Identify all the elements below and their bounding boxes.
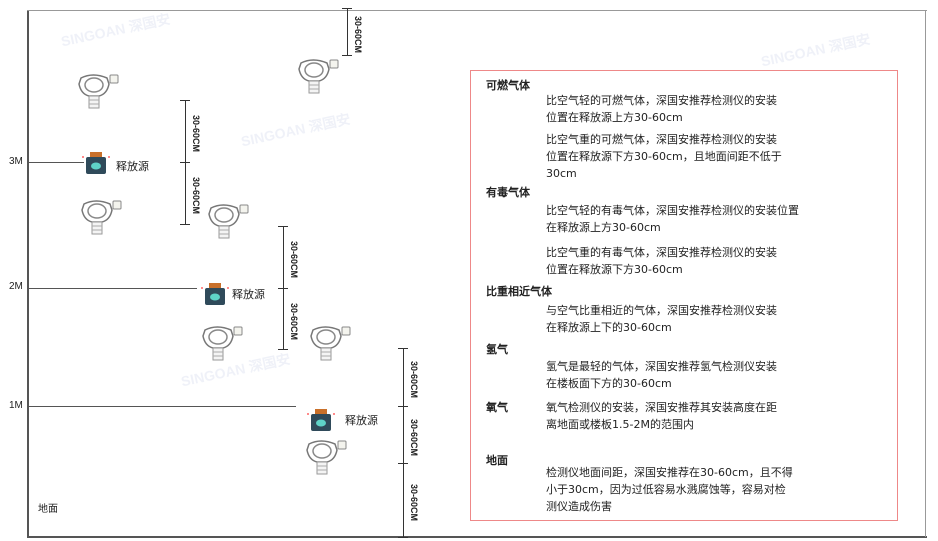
- level-3m: 3M: [9, 156, 23, 167]
- dimension-tick: [342, 55, 352, 56]
- release-source-icon: [200, 282, 230, 306]
- notes-box: 可燃气体比空气轻的可燃气体，深国安推荐检测仪的安装 位置在释放源上方30-60c…: [470, 70, 898, 521]
- dimension-label: 30-60CM: [191, 177, 201, 215]
- dimension-line: [185, 162, 186, 224]
- dimension-tick: [278, 349, 288, 350]
- note-heading: 氧气: [486, 401, 508, 414]
- dimension-line: [185, 100, 186, 162]
- dimension-tick: [180, 224, 190, 225]
- ground-line: [27, 536, 927, 538]
- note-text: 比空气重的可燃气体，深国安推荐检测仪的安装 位置在释放源下方30-60cm，且地…: [546, 133, 782, 180]
- dimension-label: 30-60CM: [289, 302, 299, 340]
- level-line: [29, 162, 84, 163]
- right-wall-line: [925, 10, 926, 537]
- release-source-label: 释放源: [116, 160, 149, 173]
- dimension-tick: [180, 100, 190, 101]
- dimension-tick: [278, 288, 288, 289]
- ground-label: 地面: [38, 504, 58, 515]
- dimension-label: 30-60CM: [409, 418, 419, 456]
- gas-detector-icon: [297, 55, 341, 95]
- dimension-line: [283, 288, 284, 349]
- level-line: [29, 406, 296, 407]
- release-source-label: 释放源: [232, 288, 265, 301]
- release-source-icon: [81, 151, 111, 175]
- dimension-tick: [398, 537, 408, 538]
- dimension-tick: [278, 226, 288, 227]
- dimension-line: [403, 463, 404, 537]
- dimension-line: [283, 226, 284, 288]
- release-source-label: 释放源: [345, 414, 378, 427]
- note-heading: 可燃气体: [486, 79, 530, 92]
- dimension-label: 30-60CM: [409, 361, 419, 399]
- dimension-line: [347, 8, 348, 55]
- gas-detector-icon: [80, 196, 124, 236]
- note-text: 比空气重的有毒气体，深国安推荐检测仪的安装 位置在释放源下方30-60cm: [546, 246, 777, 276]
- note-heading: 比重相近气体: [486, 285, 552, 298]
- gas-detector-icon: [201, 322, 245, 362]
- watermark: SINGOAN 深国安: [759, 30, 872, 70]
- ceiling-line: [27, 10, 927, 11]
- dimension-tick: [398, 406, 408, 407]
- gas-detector-icon: [77, 70, 121, 110]
- level-line: [29, 288, 197, 289]
- dimension-tick: [398, 348, 408, 349]
- level-2m: 2M: [9, 281, 23, 292]
- dimension-label: 30-60CM: [353, 15, 363, 53]
- note-heading: 氢气: [486, 343, 508, 356]
- note-text: 氧气检测仪的安装，深国安推荐其安装高度在距 离地面或楼板1.5-2M的范围内: [546, 401, 777, 431]
- note-text: 比空气轻的可燃气体，深国安推荐检测仪的安装 位置在释放源上方30-60cm: [546, 94, 777, 124]
- dimension-tick: [398, 463, 408, 464]
- watermark: SINGOAN 深国安: [239, 110, 352, 150]
- note-text: 与空气比重相近的气体，深国安推荐检测仪安装 在释放源上下的30-60cm: [546, 304, 777, 334]
- dimension-line: [403, 348, 404, 406]
- note-heading: 有毒气体: [486, 186, 530, 199]
- note-text: 比空气轻的有毒气体，深国安推荐检测仪的安装位置 在释放源上方30-60cm: [546, 204, 799, 234]
- wall-line: [27, 10, 29, 538]
- watermark: SINGOAN 深国安: [59, 10, 172, 50]
- dimension-tick: [342, 8, 352, 9]
- gas-detector-icon: [305, 436, 349, 476]
- dimension-label: 30-60CM: [409, 484, 419, 522]
- dimension-tick: [180, 162, 190, 163]
- dimension-line: [403, 406, 404, 463]
- gas-detector-icon: [207, 200, 251, 240]
- release-source-icon: [306, 408, 336, 432]
- gas-detector-icon: [309, 322, 353, 362]
- level-1m: 1M: [9, 400, 23, 411]
- note-text: 检测仪地面间距，深国安推荐在30-60cm，且不得 小于30cm，因为过低容易水…: [546, 466, 793, 513]
- dimension-label: 30-60CM: [289, 241, 299, 279]
- note-heading: 地面: [486, 454, 508, 467]
- note-text: 氢气是最轻的气体，深国安推荐氢气检测仪安装 在楼板面下方的30-60cm: [546, 360, 777, 390]
- dimension-label: 30-60CM: [191, 115, 201, 153]
